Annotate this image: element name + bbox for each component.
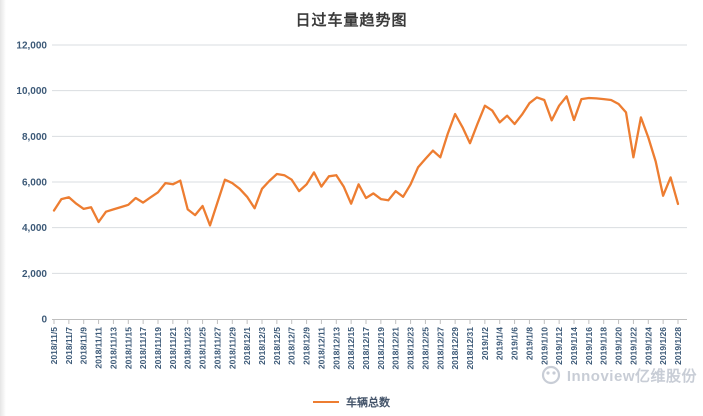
y-axis-tick-label: 12,000 — [16, 41, 47, 52]
page-edge-shading — [0, 0, 6, 416]
legend: 车辆总数 — [0, 394, 703, 410]
y-axis-tick-label: 8,000 — [22, 132, 47, 143]
x-axis-tick-label: 2018/11/25 — [198, 327, 208, 369]
x-axis-tick-label: 2019/1/14 — [569, 327, 579, 365]
x-axis-tick-label: 2018/12/21 — [391, 327, 401, 370]
x-axis-tick-label: 2019/1/10 — [539, 327, 549, 365]
x-axis-tick-label: 2019/1/16 — [584, 327, 594, 365]
chart-title: 日过车量趋势图 — [295, 12, 408, 29]
x-axis-tick-label: 2018/12/9 — [302, 327, 312, 365]
x-axis-tick-label: 2019/1/28 — [673, 327, 683, 365]
x-axis-tick-label: 2018/12/5 — [272, 327, 282, 365]
x-axis-tick-label: 2019/1/6 — [510, 327, 520, 360]
trend-line-total-vehicles — [52, 95, 680, 227]
x-axis-tick-label: 2019/1/20 — [614, 327, 624, 365]
x-axis-tick-label: 2019/1/22 — [628, 327, 638, 365]
x-axis-tick-label: 2019/1/8 — [524, 327, 534, 360]
x-axis-tick-label: 2018/11/9 — [79, 327, 89, 365]
x-axis-tick-label: 2018/12/11 — [316, 327, 326, 369]
x-axis-tick-label: 2019/1/2 — [480, 327, 490, 360]
x-axis-tick-label: 2019/1/24 — [643, 327, 653, 365]
legend-series-label: 车辆总数 — [346, 397, 390, 409]
x-axis-tick-label: 2018/12/15 — [346, 327, 356, 370]
legend-line-marker — [313, 401, 339, 403]
x-axis-tick-label: 2018/12/23 — [406, 327, 416, 370]
x-axis-tick-label: 2018/11/21 — [168, 327, 178, 369]
x-axis-tick-label: 2018/11/15 — [123, 327, 133, 369]
x-axis-tick-label: 2018/11/7 — [64, 327, 74, 365]
x-axis-tick-label: 2018/12/3 — [257, 327, 267, 365]
x-axis-tick-label: 2018/11/27 — [212, 327, 222, 369]
x-axis-tick-label: 2018/12/19 — [376, 327, 386, 370]
y-axis-tick-label: 4,000 — [22, 223, 47, 234]
y-axis-tick-label: 6,000 — [22, 178, 47, 189]
y-axis-tick-label: 10,000 — [16, 86, 47, 97]
x-axis-tick-label: 2019/1/18 — [599, 327, 609, 365]
x-axis-tick-label: 2018/11/13 — [108, 327, 118, 369]
y-axis-tick-label: 2,000 — [22, 269, 47, 280]
x-axis-tick-label: 2018/12/27 — [435, 327, 445, 370]
x-axis-tick-label: 2018/11/29 — [227, 327, 237, 369]
x-axis-tick-label: 2018/11/11 — [94, 327, 104, 369]
x-axis-tick-label: 2018/11/5 — [49, 327, 59, 365]
x-axis-tick-label: 2019/1/26 — [658, 327, 668, 365]
x-axis-tick-label: 2019/1/4 — [495, 327, 505, 360]
x-axis-tick-label: 2018/12/31 — [465, 327, 475, 370]
x-axis-tick-label: 2018/12/13 — [331, 327, 341, 370]
x-axis-tick-label: 2018/12/7 — [287, 327, 297, 365]
x-axis-tick-label: 2018/11/17 — [138, 327, 148, 369]
x-axis-tick-label: 2018/12/1 — [242, 327, 252, 365]
x-axis-tick-label: 2018/12/29 — [450, 327, 460, 370]
x-axis-tick-label: 2019/1/12 — [554, 327, 564, 365]
x-axis-tick-label: 2018/11/23 — [183, 327, 193, 369]
x-axis-tick-label: 2018/12/25 — [420, 327, 430, 370]
x-axis-tick-label: 2018/12/17 — [361, 327, 371, 370]
x-axis-tick-label: 2018/11/19 — [153, 327, 163, 369]
y-axis-tick-label: 0 — [41, 315, 47, 326]
